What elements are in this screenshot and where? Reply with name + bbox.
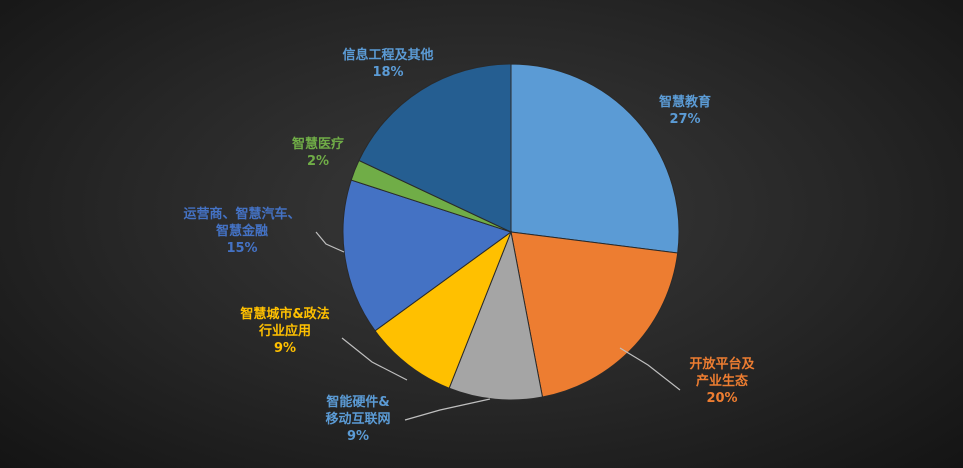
data-label: 智慧教育 27%: [659, 94, 711, 127]
data-label-category: 产业生态: [696, 373, 748, 389]
data-label-value: 9%: [274, 341, 296, 356]
data-label-value: 15%: [226, 241, 257, 256]
data-label-category: 信息工程及其他: [342, 47, 433, 63]
leader-lines: [315, 231, 681, 421]
data-label-category: 移动互联网: [325, 411, 390, 427]
pie-slices: [342, 63, 680, 401]
data-label: 智能硬件&移动互联网 9%: [325, 394, 390, 444]
leader-line: [315, 231, 345, 253]
leader-line: [341, 337, 408, 381]
pie-slice: [342, 179, 513, 332]
data-label: 信息工程及其他 18%: [342, 47, 433, 80]
data-label: 开放平台及产业生态 20%: [689, 356, 755, 406]
leader-line: [404, 398, 491, 421]
pie-slice: [374, 230, 513, 389]
data-label-category: 智慧医疗: [292, 136, 344, 152]
data-label-value: 18%: [372, 65, 403, 80]
data-label: 运营商、智慧汽车、智慧金融 15%: [183, 206, 300, 256]
data-label-category: 智慧金融: [216, 223, 268, 239]
data-label-value: 27%: [669, 112, 700, 127]
data-label: 智慧城市&政法行业应用 9%: [240, 306, 329, 356]
data-label-value: 2%: [307, 154, 329, 169]
data-label-category: 运营商、智慧汽车、: [183, 206, 300, 222]
data-label-category: 开放平台及: [689, 356, 755, 372]
data-label: 智慧医疗 2%: [292, 136, 344, 169]
data-label-category: 智能硬件&: [326, 394, 389, 410]
data-label-value: 20%: [706, 391, 737, 406]
data-labels: 智慧教育 27%开放平台及产业生态 20%智能硬件&移动互联网 9%智慧城市&政法行业…: [183, 47, 755, 444]
data-label-category: 智慧城市&政法: [240, 306, 329, 322]
pie-slice: [510, 63, 680, 254]
data-label-value: 9%: [347, 429, 369, 444]
pie-slice: [448, 230, 544, 401]
pie-slice: [358, 63, 512, 233]
data-label-category: 行业应用: [258, 323, 311, 339]
leader-line: [619, 347, 681, 391]
data-label-category: 智慧教育: [659, 94, 711, 110]
pie-slice: [510, 231, 679, 398]
